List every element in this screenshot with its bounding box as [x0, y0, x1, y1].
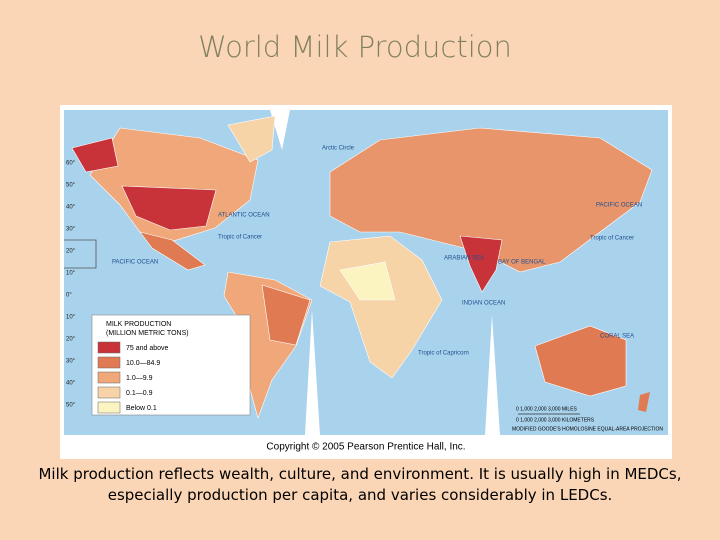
map-label: PACIFIC OCEAN	[596, 203, 642, 209]
legend-swatch	[97, 386, 121, 399]
latitude-label: 10°	[66, 271, 76, 277]
map-label: Tropic of Cancer	[590, 236, 634, 242]
latitude-label: 20°	[66, 249, 76, 255]
latitude-label: 30°	[66, 227, 76, 233]
north-america	[89, 127, 259, 243]
legend-swatch	[97, 341, 121, 354]
latitude-label: 40°	[66, 381, 76, 387]
map-label: Tropic of Capricorn	[418, 351, 469, 357]
map-label: ARABIAN SEA	[444, 256, 484, 262]
map-label: Tropic of Cancer	[218, 235, 262, 241]
central-america	[139, 231, 206, 271]
usa	[121, 185, 217, 231]
legend-label: 0.1—0.9	[126, 390, 153, 397]
map-label: CORAL SEA	[600, 334, 634, 340]
projection: MODIFIED GOODE'S HOMOLOSINE EQUAL-AREA P…	[512, 426, 663, 432]
legend-swatch	[97, 371, 121, 384]
scale-miles: 0 1,000 2,000 3,000 MILES	[516, 406, 578, 412]
latitude-label: 60°	[66, 161, 76, 167]
copyright: Copyright © 2005 Pearson Prentice Hall, …	[266, 442, 465, 453]
eurasia	[329, 127, 653, 273]
map-label: INDIAN OCEAN	[462, 301, 505, 307]
brazil	[261, 284, 311, 346]
legend-swatch	[97, 401, 121, 414]
latitude-label: 40°	[66, 205, 76, 211]
legend-title: MILK PRODUCTION	[106, 321, 171, 328]
sahel	[339, 261, 396, 301]
caption: Milk production reflects wealth, culture…	[38, 465, 682, 504]
new-zealand	[638, 392, 650, 412]
legend-box	[91, 314, 251, 416]
map-label: ATLANTIC OCEAN	[218, 213, 270, 219]
legend-label: 75 and above	[126, 345, 169, 352]
slide-title: World Milk Production	[198, 30, 512, 64]
map-label: BAY OF BENGAL	[498, 260, 546, 266]
latitude-label: 20°	[66, 337, 76, 343]
map-label: PACIFIC OCEAN	[112, 260, 158, 266]
legend-swatch	[97, 356, 121, 369]
interruption	[305, 310, 320, 435]
legend-label: Below 0.1	[126, 405, 157, 412]
interruption	[270, 110, 290, 150]
latitude-label: 50°	[66, 183, 76, 189]
latitude-label: 0°	[66, 293, 72, 299]
legend-label: 1.0—9.9	[126, 375, 153, 382]
legend-label: 10.0—84.9	[126, 360, 160, 367]
latitude-label: 30°	[66, 359, 76, 365]
latitude-label: 10°	[66, 315, 76, 321]
interruption	[485, 315, 500, 435]
map-label: Arctic Circle	[322, 146, 355, 152]
australia	[534, 325, 627, 397]
inset	[64, 239, 97, 269]
greenland	[227, 115, 276, 163]
alaska	[71, 137, 119, 173]
copyright-bar	[62, 437, 670, 457]
scale-km: 0 1,000 2,000 3,000 KILOMETERS	[516, 417, 595, 423]
legend-subtitle: (MILLION METRIC TONS)	[106, 330, 189, 337]
latitude-label: 50°	[66, 403, 76, 409]
india	[459, 235, 503, 293]
